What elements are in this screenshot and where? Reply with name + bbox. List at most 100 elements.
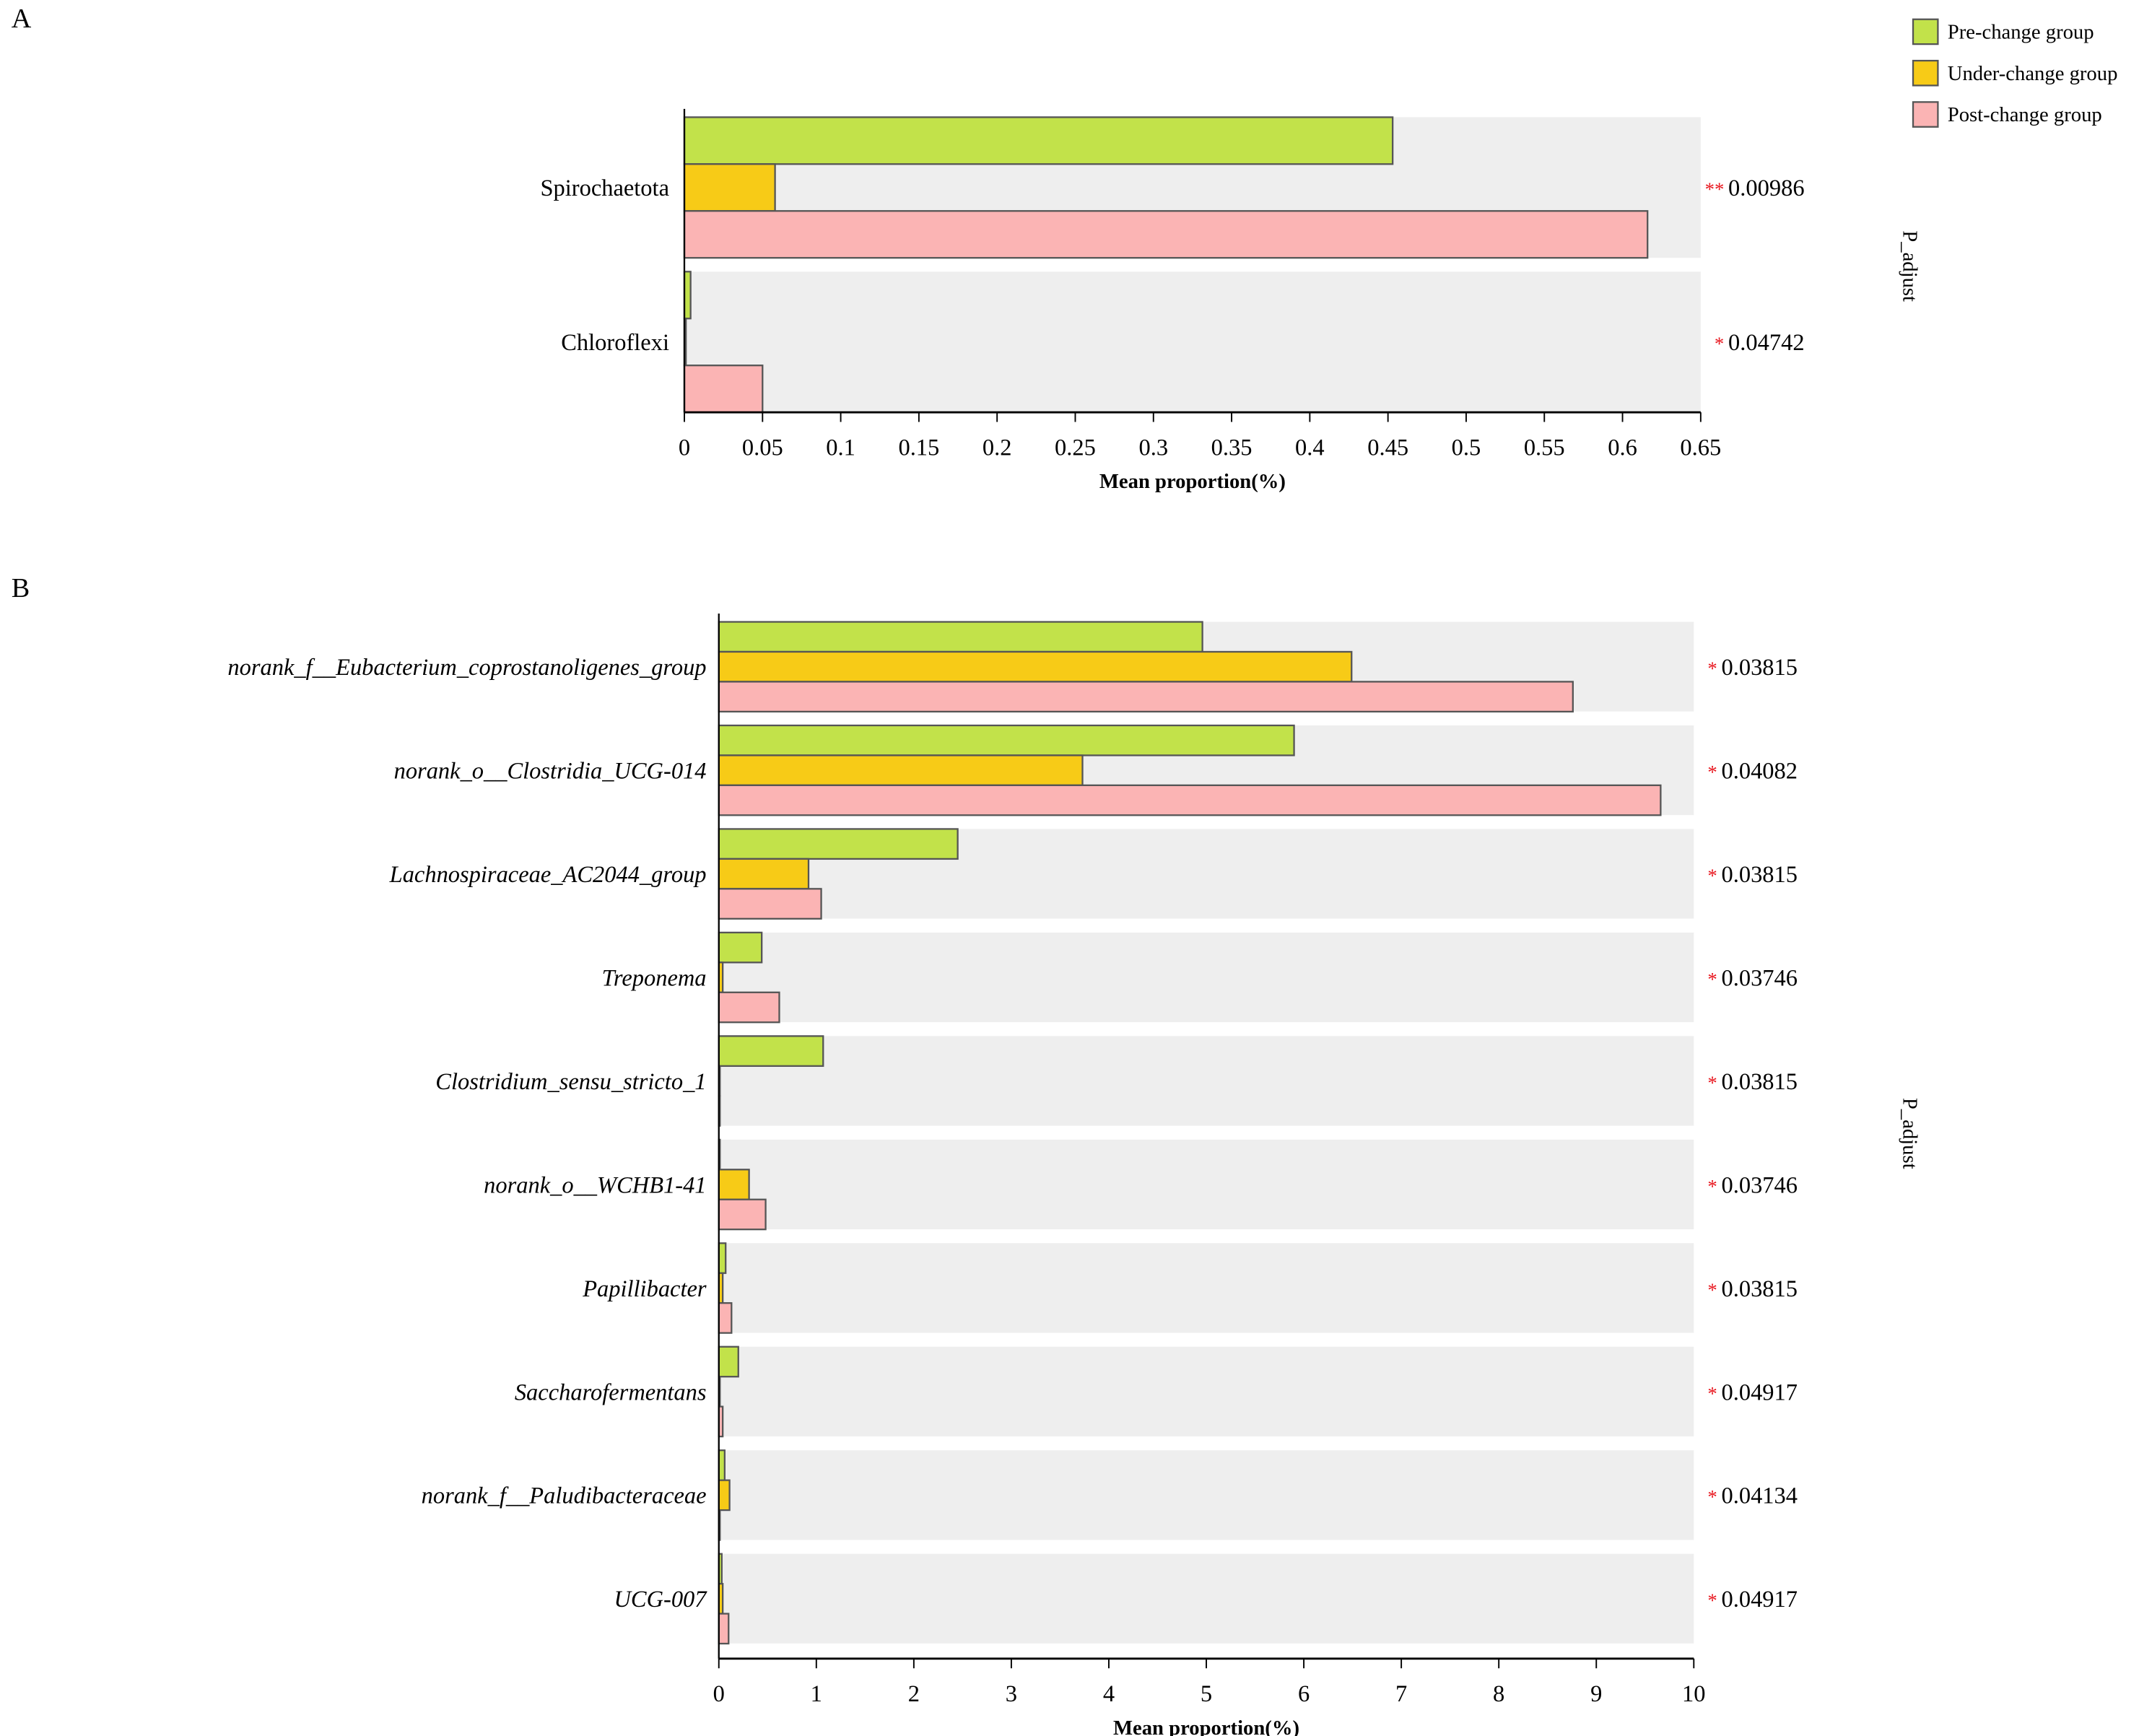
bar-post: [718, 888, 822, 920]
bar-post: [718, 681, 1574, 713]
x-tick-label: 0.15: [898, 435, 939, 461]
x-tick-label: 0.05: [742, 435, 783, 461]
x-axis-title: Mean proportion(%): [1099, 470, 1286, 493]
x-tick-label: 9: [1590, 1681, 1602, 1707]
category-label: Treponema: [602, 965, 707, 991]
x-tick-label: 1: [811, 1681, 822, 1707]
bar-pre: [718, 931, 763, 964]
significance-stars: *: [1707, 1382, 1717, 1404]
row-background: [718, 932, 1694, 1023]
x-tick-label: 0.45: [1367, 435, 1408, 461]
x-tick-label: 3: [1006, 1681, 1017, 1707]
panel-label: B: [12, 573, 30, 603]
x-tick-label: 0: [679, 435, 690, 461]
significance-stars: *: [1715, 333, 1724, 354]
bar-pre: [718, 828, 959, 860]
legend: Pre-change group Under-change group Post-c…: [1912, 18, 2118, 128]
x-tick-label: 0.2: [983, 435, 1012, 461]
x-tick-label: 0.6: [1608, 435, 1637, 461]
row-background: [684, 271, 1701, 413]
bar-under: [718, 1169, 750, 1200]
x-axis-title: Mean proportion(%): [1113, 1717, 1299, 1736]
x-tick-label: 0.25: [1055, 435, 1096, 461]
x-tick-label: 0.55: [1524, 435, 1565, 461]
panel-b: Bnorank_f__Eubacterium_coprostanoligenes…: [12, 573, 1922, 1736]
category-label: UCG-007: [614, 1587, 707, 1613]
significance-stars: *: [1707, 1175, 1717, 1197]
x-tick-label: 0.3: [1138, 435, 1168, 461]
bar-post: [718, 991, 780, 1024]
x-tick-label: 7: [1395, 1681, 1407, 1707]
significance-stars: *: [1707, 1279, 1717, 1301]
legend-label: Pre-change group: [1948, 20, 2094, 43]
bar-post: [683, 365, 764, 414]
bar-pre: [718, 724, 1295, 756]
p-value-label: 0.03815: [1721, 1069, 1798, 1095]
x-tick-label: 0.1: [826, 435, 855, 461]
bar-under: [683, 163, 776, 212]
row-background: [718, 1243, 1694, 1333]
bar-under: [718, 1479, 731, 1512]
bar-post: [718, 1198, 767, 1231]
x-tick-label: 0.4: [1295, 435, 1325, 461]
p-value-label: 0.03815: [1721, 655, 1798, 681]
significance-stars: *: [1707, 658, 1717, 679]
p-value-label: 0.03746: [1721, 1172, 1798, 1198]
bar-post: [683, 210, 1649, 259]
x-tick-label: 0: [713, 1681, 725, 1707]
x-tick-label: 4: [1103, 1681, 1115, 1707]
bar-under: [718, 754, 1084, 787]
x-tick-label: 6: [1298, 1681, 1310, 1707]
category-label: norank_o__Clostridia_UCG-014: [394, 759, 707, 785]
legend-label: Under-change group: [1948, 62, 2118, 85]
significance-stars: *: [1707, 1486, 1717, 1508]
significance-stars: *: [1707, 1589, 1717, 1611]
category-label: Spirochaetota: [540, 175, 669, 201]
row-background: [718, 1553, 1694, 1644]
bar-under: [718, 858, 810, 890]
category-label: norank_o__WCHB1-41: [484, 1172, 706, 1198]
bar-pre: [683, 116, 1394, 165]
x-tick-label: 0.35: [1211, 435, 1253, 461]
x-tick-label: 10: [1682, 1681, 1705, 1707]
legend-swatch: [1912, 18, 1939, 45]
x-tick-label: 8: [1493, 1681, 1504, 1707]
panel-label: A: [12, 4, 32, 34]
bar-pre: [683, 271, 692, 320]
category-label: norank_f__Eubacterium_coprostanoligenes_…: [227, 655, 706, 681]
bar-post: [718, 784, 1662, 816]
legend-swatch: [1912, 101, 1939, 128]
legend-label: Post-change group: [1948, 103, 2102, 126]
p-value-label: 0.00986: [1728, 175, 1805, 201]
row-background: [718, 1450, 1694, 1540]
p-value-label: 0.04742: [1728, 330, 1805, 356]
bar-pre: [718, 1345, 739, 1378]
x-tick-label: 5: [1201, 1681, 1212, 1707]
bar-post: [718, 1613, 730, 1645]
p-value-label: 0.03746: [1721, 965, 1798, 991]
p-value-label: 0.03815: [1721, 862, 1798, 888]
significance-stars: *: [1707, 1072, 1717, 1094]
x-tick-label: 0.5: [1452, 435, 1481, 461]
x-tick-label: 2: [908, 1681, 920, 1707]
p-value-label: 0.04917: [1721, 1587, 1798, 1613]
bar-post: [718, 1302, 733, 1334]
p-value-label: 0.04134: [1721, 1483, 1798, 1509]
significance-stars: **: [1705, 178, 1725, 200]
bar-pre: [718, 1242, 727, 1274]
legend-swatch: [1912, 59, 1939, 87]
significance-stars: *: [1707, 968, 1717, 990]
bar-under: [718, 650, 1353, 683]
bar-pre: [718, 621, 1203, 653]
category-label: Papillibacter: [582, 1276, 707, 1302]
bar-pre: [718, 1035, 824, 1067]
row-background: [718, 1036, 1694, 1126]
p-adjust-label: P_adjust: [1899, 230, 1922, 302]
p-adjust-label: P_adjust: [1899, 1098, 1922, 1169]
category-label: Chloroflexi: [561, 330, 669, 356]
category-label: Lachnospiraceae_AC2044_group: [389, 862, 707, 888]
row-background: [718, 1139, 1694, 1229]
significance-stars: *: [1707, 865, 1717, 886]
x-tick-label: 0.65: [1680, 435, 1721, 461]
